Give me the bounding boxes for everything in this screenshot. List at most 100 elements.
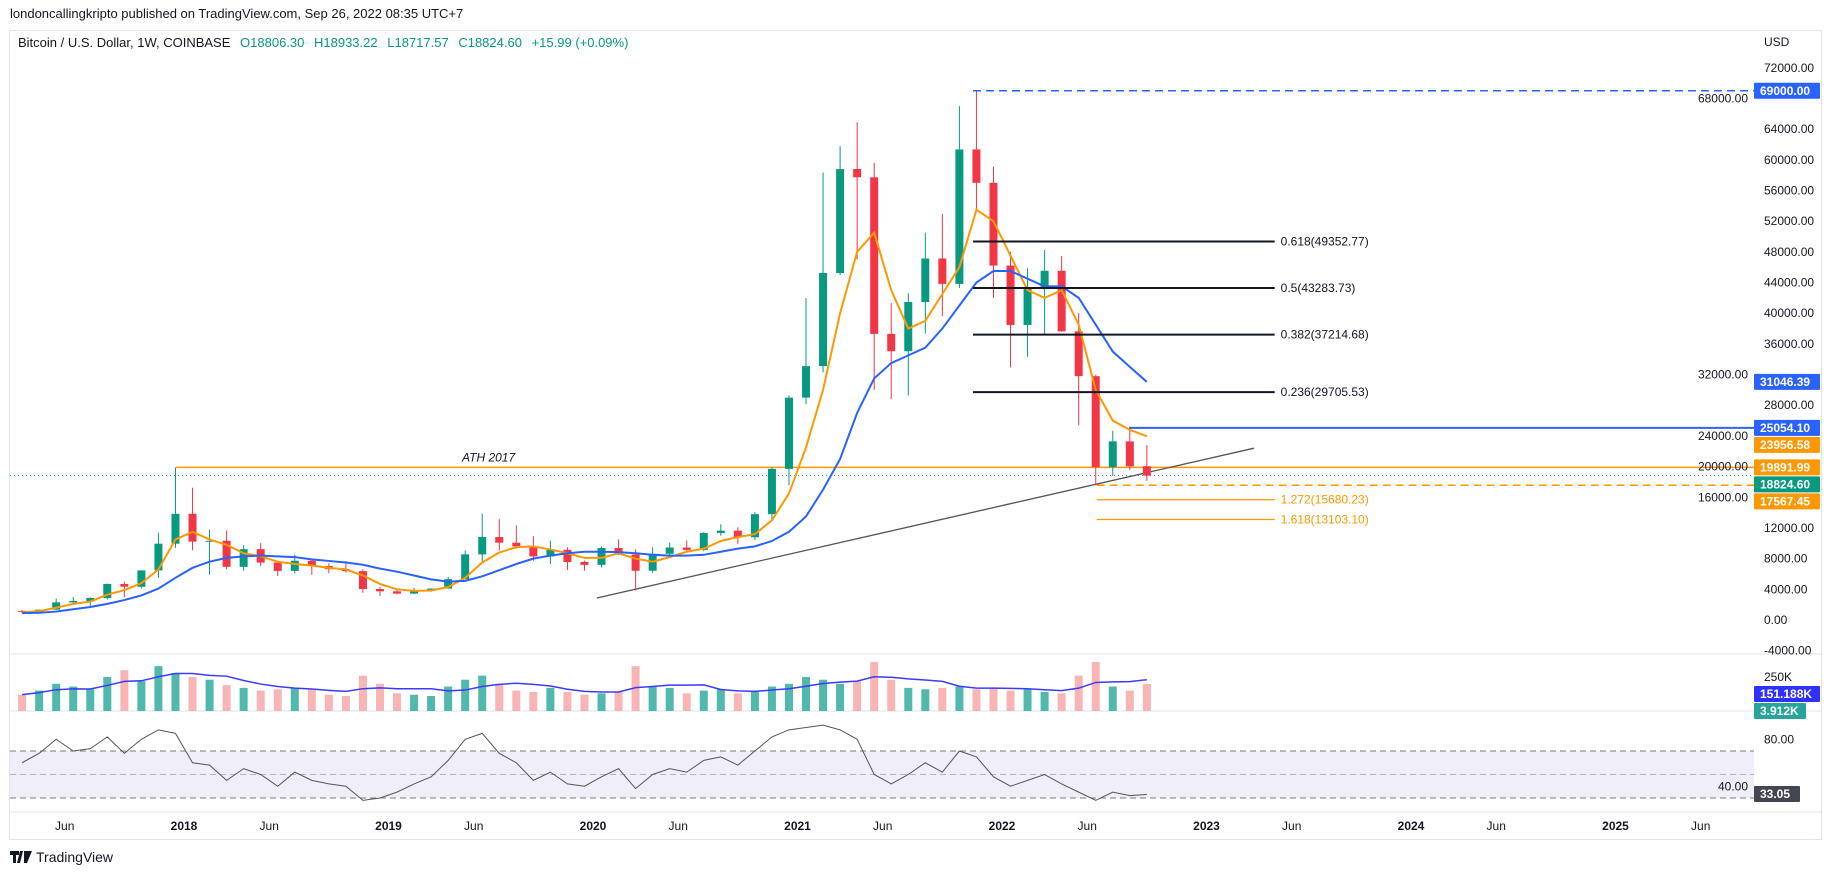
volume-bar: [137, 681, 146, 711]
volume-bar: [444, 686, 453, 711]
volume-bar: [171, 672, 180, 711]
price-label-indicator: 31046.39: [1760, 375, 1810, 389]
time-axis-tick: Jun: [55, 819, 74, 833]
price-label-support: 17567.45: [1760, 494, 1810, 508]
volume-bar: [188, 677, 197, 711]
fib-extension-label: 1.618(13103.10): [1281, 512, 1369, 526]
fib-level-label: 0.236(29705.53): [1281, 385, 1369, 399]
candle-body: [972, 149, 981, 183]
ohlc-high: H18933.22: [314, 35, 378, 50]
volume-bar: [836, 683, 845, 711]
price-axis-tick: 44000.00: [1764, 276, 1814, 290]
time-axis-tick: Jun: [464, 819, 483, 833]
candle-body: [52, 602, 61, 610]
time-axis-tick: Jun: [1487, 819, 1506, 833]
volume-bar: [955, 686, 964, 711]
candle-body: [955, 149, 964, 284]
currency-unit: USD: [1764, 35, 1790, 49]
price-axis-tick: 12000.00: [1764, 521, 1814, 535]
candle-body: [171, 513, 180, 544]
ohlc-open: O18806.30: [240, 35, 305, 50]
candle-body: [665, 547, 674, 554]
volume-bar: [205, 679, 214, 711]
price-axis-tick: 68000.00: [1698, 91, 1748, 105]
ema-slow-line: [22, 270, 1148, 615]
volume-ma-label-box: [1754, 686, 1820, 702]
volume-bar: [103, 677, 112, 711]
fib-extension-label: 1.272(15680.23): [1281, 493, 1369, 507]
time-axis-tick: 2018: [171, 819, 198, 833]
candle-body: [154, 543, 163, 571]
ohlc-low: L18717.57: [387, 35, 449, 50]
price-axis-tick: 52000.00: [1764, 214, 1814, 228]
candle-body: [461, 554, 470, 580]
candle-body: [512, 542, 521, 547]
candle-body: [887, 333, 896, 352]
ema-fast-line: [22, 208, 1148, 614]
volume-bar: [154, 666, 163, 711]
price-axis-tick: 20000.00: [1698, 460, 1748, 474]
volume-bar: [35, 690, 44, 711]
price-axis-tick: 72000.00: [1764, 61, 1814, 75]
candle-body: [444, 579, 453, 589]
tradingview-brand[interactable]: TradingView: [10, 849, 113, 865]
volume-bar: [358, 675, 367, 711]
candle-body: [716, 530, 725, 533]
chart-frame: [9, 30, 1822, 840]
price-axis-tick: 0.00: [1764, 613, 1788, 627]
time-axis-tick: Jun: [260, 819, 279, 833]
price-axis-tick: -4000.00: [1764, 644, 1812, 658]
candle-body: [784, 397, 793, 469]
volume-bar: [665, 687, 674, 711]
volume-bar: [427, 696, 436, 711]
volume-bar: [921, 689, 930, 711]
fib-level-label: 0.5(43283.73): [1281, 281, 1356, 295]
volume-bar: [222, 685, 231, 711]
candle-body: [870, 177, 879, 334]
price-axis-tick: 32000.00: [1698, 368, 1748, 382]
price-axis-tick: 60000.00: [1764, 153, 1814, 167]
candle-body: [375, 589, 384, 592]
candle-body: [1006, 265, 1015, 325]
candle-body: [290, 560, 299, 571]
volume-bar: [1108, 686, 1117, 711]
candle-body: [478, 537, 487, 555]
time-axis-tick: Jun: [873, 819, 892, 833]
volume-ma-label: 151.188K: [1760, 687, 1812, 701]
volume-bar: [256, 690, 265, 711]
fib-level-label: 0.382(37214.68): [1281, 328, 1369, 342]
candle-body: [597, 547, 606, 565]
candle-body: [495, 537, 504, 543]
volume-bar: [290, 687, 299, 711]
price-label-ath-2017: 19891.99: [1760, 460, 1810, 474]
volume-label: 3.912K: [1760, 704, 1799, 718]
candle-body: [836, 169, 845, 274]
candle-body: [222, 540, 231, 567]
volume-bar: [972, 689, 981, 711]
time-axis-tick: Jun: [669, 819, 688, 833]
volume-bar: [546, 687, 555, 711]
volume-bar: [512, 690, 521, 711]
price-label-indicator-box: [1754, 373, 1820, 390]
volume-bar: [597, 693, 606, 711]
price-label-resistance-box: [1754, 419, 1820, 436]
volume-bar: [716, 689, 725, 711]
rsi-axis-tick: 40.00: [1718, 779, 1748, 793]
trendline: [596, 447, 1255, 599]
candle-body: [273, 562, 282, 571]
volume-bar: [495, 683, 504, 711]
candle-body: [1125, 441, 1134, 467]
price-label-support-box: [1754, 493, 1820, 510]
candle-body: [120, 583, 129, 587]
volume-bar: [767, 686, 776, 711]
volume-bar: [18, 694, 27, 711]
price-label-indicator-box: [1754, 436, 1820, 453]
volume-bar: [870, 662, 879, 711]
volume-bar: [239, 687, 248, 711]
rsi-line: [21, 724, 1147, 801]
candle-body: [86, 597, 95, 601]
candle-body: [393, 591, 402, 594]
volume-bar: [69, 686, 78, 711]
candle-body: [1108, 441, 1117, 468]
